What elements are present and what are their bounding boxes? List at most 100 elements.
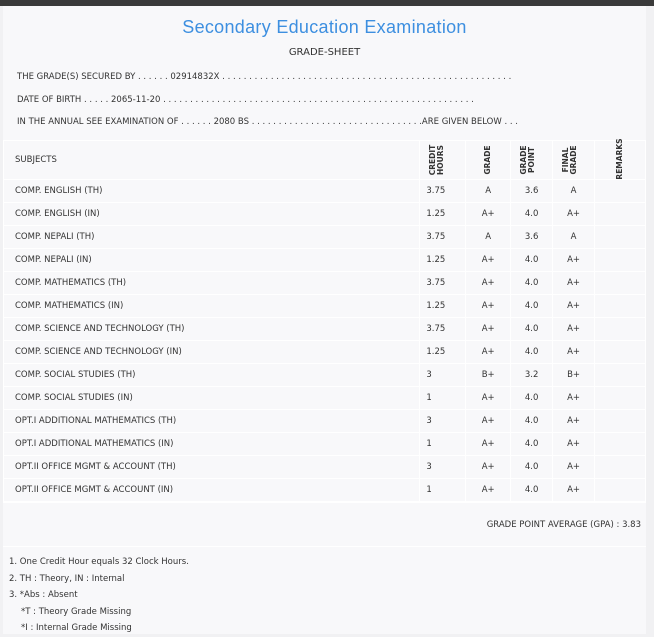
cell-grade-point: 4.0 <box>510 432 554 456</box>
subtitle: GRADE-SHEET <box>288 47 361 58</box>
table-row: COMP. SCIENCE AND TECHNOLOGY (TH) 3.75 A+ 4… <box>2 317 646 341</box>
cell-grade-point: 3.6 <box>510 179 554 203</box>
cell-subject: COMP. ENGLISH (TH) <box>2 179 421 203</box>
table-row: COMP. ENGLISH (TH) 3.75 A 3.6 A <box>2 179 646 203</box>
cell-subject: OPT.I ADDITIONAL MATHEMATICS (IN) <box>2 432 421 456</box>
note: *T : Theory Grade Missing <box>21 606 132 617</box>
cell-grade-point: 4.0 <box>510 271 554 295</box>
cell-remarks <box>594 455 646 479</box>
header-credit-hours: CREDIT HOURS <box>428 144 446 176</box>
cell-grade: B+ <box>465 363 512 387</box>
gpa-row: GRADE POINT AVERAGE (GPA) : 3.83 <box>3 502 646 547</box>
cell-credit-hours: 1.25 <box>419 202 467 226</box>
cell-remarks <box>594 248 646 272</box>
cell-grade-point: 4.0 <box>510 317 554 341</box>
cell-subject: COMP. SCIENCE AND TECHNOLOGY (IN) <box>2 340 421 364</box>
cell-grade: A+ <box>465 409 512 433</box>
cell-grade-point: 4.0 <box>510 478 554 502</box>
note: 3. *Abs : Absent <box>9 590 78 600</box>
page-title: Secondary Education Examination <box>182 17 467 37</box>
top-bar <box>0 0 654 6</box>
cell-grade-point: 3.6 <box>510 225 554 249</box>
cell-final-grade: B+ <box>552 363 596 387</box>
cell-grade: A+ <box>465 478 512 502</box>
cell-grade: A+ <box>465 202 512 226</box>
table-row: COMP. SOCIAL STUDIES (TH) 3 B+ 3.2 B+ <box>2 363 646 387</box>
cell-credit-hours: 1.25 <box>419 294 467 318</box>
grade-sheet: Secondary Education Examination GRADE-SH… <box>2 6 646 637</box>
table-row: OPT.II OFFICE MGMT & ACCOUNT (TH) 3 A+ 4.0 A… <box>2 455 646 479</box>
dob-line: DATE OF BIRTH . . . . . 2065-11-20 . . .… <box>17 95 474 105</box>
cell-subject: COMP. NEPALI (TH) <box>2 225 421 249</box>
cell-remarks <box>594 409 646 433</box>
table-row: COMP. ENGLISH (IN) 1.25 A+ 4.0 A+ <box>2 202 646 226</box>
grades-table: SUBJECTS CREDIT HOURS GRADE GRADE POINT … <box>2 138 646 502</box>
cell-credit-hours: 1 <box>419 386 467 410</box>
cell-credit-hours: 3 <box>419 455 467 479</box>
cell-credit-hours: 1 <box>419 478 467 502</box>
table-header: SUBJECTS CREDIT HOURS GRADE GRADE POINT … <box>2 138 646 180</box>
cell-grade-point: 4.0 <box>510 248 554 272</box>
table-row: COMP. NEPALI (IN) 1.25 A+ 4.0 A+ <box>2 248 646 272</box>
cell-final-grade: A+ <box>552 271 596 295</box>
cell-final-grade: A+ <box>552 432 596 456</box>
cell-subject: OPT.II OFFICE MGMT & ACCOUNT (IN) <box>2 478 421 502</box>
cell-final-grade: A+ <box>552 294 596 318</box>
cell-remarks <box>594 202 646 226</box>
cell-grade: A+ <box>465 294 512 318</box>
cell-subject: COMP. SOCIAL STUDIES (TH) <box>2 363 421 387</box>
cell-final-grade: A+ <box>552 340 596 364</box>
cell-grade: A+ <box>465 340 512 364</box>
cell-final-grade: A+ <box>552 409 596 433</box>
cell-grade: A+ <box>465 386 512 410</box>
table-row: COMP. SCIENCE AND TECHNOLOGY (IN) 1.25 A+ 4… <box>2 340 646 364</box>
cell-grade-point: 4.0 <box>510 386 554 410</box>
cell-final-grade: A <box>552 225 596 249</box>
cell-subject: COMP. ENGLISH (IN) <box>2 202 421 226</box>
cell-grade: A <box>465 179 512 203</box>
cell-grade-point: 4.0 <box>510 202 554 226</box>
exam-line: IN THE ANNUAL SEE EXAMINATION OF . . . .… <box>17 117 518 127</box>
table-row: COMP. NEPALI (TH) 3.75 A 3.6 A <box>2 225 646 249</box>
cell-remarks <box>594 386 646 410</box>
note: 2. TH : Theory, IN : Internal <box>9 573 125 584</box>
cell-final-grade: A+ <box>552 455 596 479</box>
cell-final-grade: A+ <box>552 317 596 341</box>
cell-final-grade: A+ <box>552 202 596 226</box>
notes: 1. One Credit Hour equals 32 Clock Hours… <box>9 554 189 637</box>
cell-grade: A+ <box>465 248 512 272</box>
cell-credit-hours: 3 <box>419 409 467 433</box>
cell-subject: COMP. SOCIAL STUDIES (IN) <box>2 386 421 410</box>
cell-subject: COMP. NEPALI (IN) <box>2 248 421 272</box>
cell-grade: A <box>465 225 512 249</box>
cell-grade: A+ <box>465 317 512 341</box>
cell-subject: OPT.I ADDITIONAL MATHEMATICS (TH) <box>2 409 421 433</box>
cell-credit-hours: 1.25 <box>419 340 467 364</box>
cell-final-grade: A+ <box>552 248 596 272</box>
cell-remarks <box>594 432 646 456</box>
cell-grade: A+ <box>465 432 512 456</box>
cell-subject: COMP. SCIENCE AND TECHNOLOGY (TH) <box>2 317 421 341</box>
header-remarks: REMARKS <box>615 138 625 180</box>
gpa-value: GRADE POINT AVERAGE (GPA) : 3.83 <box>486 520 641 530</box>
table-row: COMP. MATHEMATICS (TH) 3.75 A+ 4.0 A+ <box>2 271 646 295</box>
table-row: OPT.I ADDITIONAL MATHEMATICS (IN) 1 A+ 4.0 A… <box>2 432 646 456</box>
cell-subject: OPT.II OFFICE MGMT & ACCOUNT (TH) <box>2 455 421 479</box>
cell-remarks <box>594 478 646 502</box>
cell-remarks <box>594 225 646 249</box>
table-row: OPT.I ADDITIONAL MATHEMATICS (TH) 3 A+ 4.0 A… <box>2 409 646 433</box>
cell-grade-point: 4.0 <box>510 455 554 479</box>
cell-remarks <box>594 271 646 295</box>
cell-credit-hours: 3.75 <box>419 317 467 341</box>
note: 1. One Credit Hour equals 32 Clock Hours… <box>9 557 189 567</box>
header-subjects: SUBJECTS <box>2 140 421 180</box>
secured-by-line: THE GRADE(S) SECURED BY . . . . . . 0291… <box>17 72 512 82</box>
cell-grade-point: 3.2 <box>510 363 554 387</box>
cell-final-grade: A <box>552 179 596 203</box>
header-grade: GRADE <box>483 145 493 175</box>
header-grade-point: GRADE POINT <box>519 145 537 175</box>
cell-remarks <box>594 317 646 341</box>
header-final-grade: FINAL GRADE <box>561 145 579 175</box>
table-row: COMP. MATHEMATICS (IN) 1.25 A+ 4.0 A+ <box>2 294 646 318</box>
cell-grade-point: 4.0 <box>510 340 554 364</box>
